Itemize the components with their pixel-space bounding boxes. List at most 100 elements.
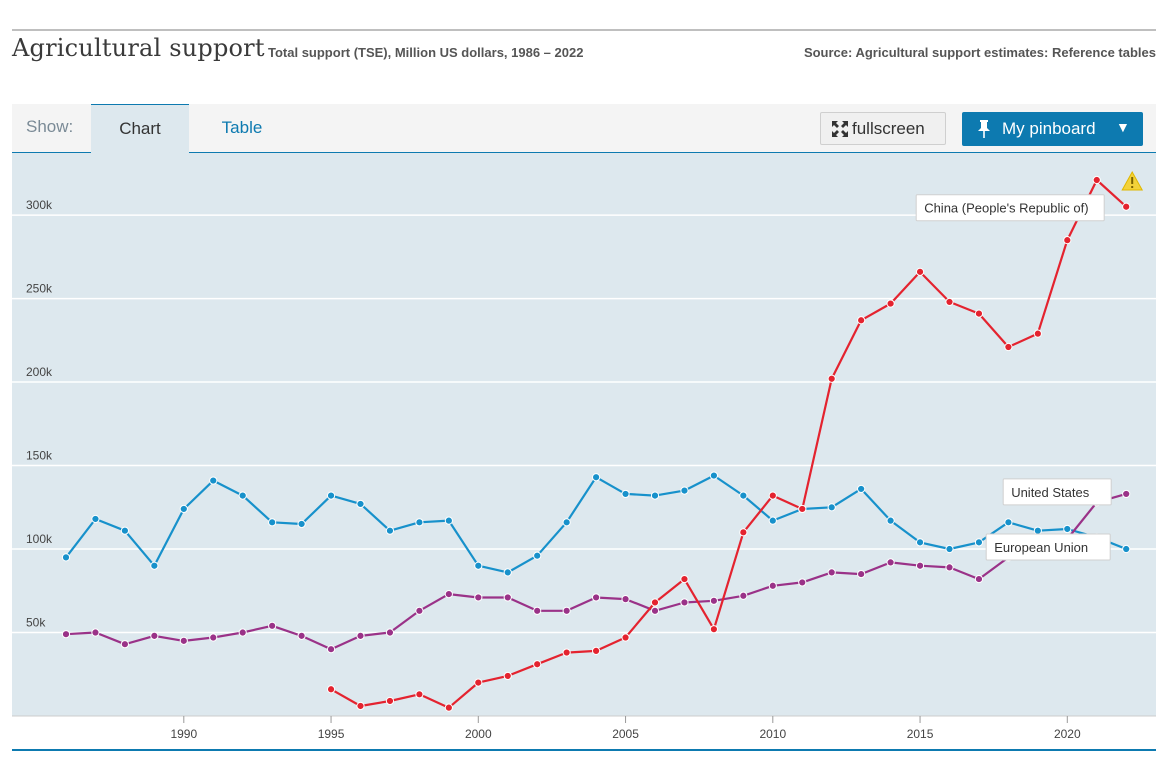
data-point[interactable] — [1063, 236, 1072, 245]
data-point[interactable] — [179, 504, 188, 514]
data-point[interactable] — [974, 574, 984, 584]
data-point[interactable] — [680, 486, 689, 495]
data-point[interactable] — [326, 491, 336, 500]
data-point[interactable] — [474, 678, 483, 687]
data-point[interactable] — [592, 473, 601, 482]
data-point[interactable] — [503, 671, 512, 681]
data-point[interactable] — [91, 514, 100, 524]
data-point[interactable] — [444, 516, 453, 525]
data-point[interactable] — [1004, 342, 1013, 352]
data-point[interactable] — [886, 516, 895, 525]
data-point[interactable] — [768, 516, 777, 525]
tab-chart[interactable]: Chart — [91, 104, 189, 153]
fullscreen-button[interactable]: fullscreen — [820, 112, 946, 145]
data-point[interactable] — [915, 267, 925, 276]
data-point[interactable] — [533, 606, 542, 615]
data-point[interactable] — [61, 553, 71, 562]
data-point[interactable] — [444, 703, 453, 712]
data-point[interactable] — [385, 628, 395, 637]
data-point[interactable] — [120, 526, 130, 535]
data-point[interactable] — [915, 538, 925, 547]
data-point[interactable] — [798, 504, 807, 514]
data-point[interactable] — [444, 590, 453, 599]
data-point[interactable] — [768, 581, 777, 590]
data-point[interactable] — [1092, 175, 1101, 185]
data-point[interactable] — [650, 606, 660, 615]
data-point[interactable] — [739, 491, 748, 500]
data-point[interactable] — [326, 685, 336, 694]
data-point[interactable] — [474, 593, 483, 602]
data-point[interactable] — [1122, 544, 1131, 554]
data-point[interactable] — [680, 598, 689, 607]
data-point[interactable] — [356, 499, 365, 509]
data-point[interactable] — [562, 518, 571, 527]
data-point[interactable] — [945, 563, 954, 572]
data-point[interactable] — [356, 631, 365, 640]
data-point[interactable] — [61, 630, 71, 639]
data-point[interactable] — [150, 631, 159, 640]
data-point[interactable] — [297, 519, 306, 529]
data-point[interactable] — [798, 578, 807, 587]
data-point[interactable] — [562, 648, 571, 657]
data-point[interactable] — [709, 471, 719, 480]
tab-table[interactable]: Table — [221, 118, 263, 137]
data-point[interactable] — [709, 625, 719, 634]
data-point[interactable] — [621, 489, 630, 499]
data-point[interactable] — [1122, 202, 1131, 211]
data-point[interactable] — [945, 544, 954, 554]
data-point[interactable] — [827, 568, 836, 577]
data-point[interactable] — [827, 503, 836, 512]
data-point[interactable] — [474, 561, 483, 570]
data-point[interactable] — [326, 645, 336, 654]
pinboard-button[interactable]: My pinboard ▼ — [962, 112, 1143, 146]
data-point[interactable] — [120, 640, 130, 649]
data-point[interactable] — [150, 561, 159, 570]
data-point[interactable] — [268, 518, 277, 527]
data-point[interactable] — [945, 297, 954, 307]
source-note[interactable]: Source: Agricultural support estimates: … — [803, 45, 1156, 60]
data-point[interactable] — [385, 526, 395, 535]
data-point[interactable] — [974, 538, 984, 547]
data-point[interactable] — [650, 491, 660, 500]
data-point[interactable] — [415, 606, 424, 615]
data-point[interactable] — [1122, 489, 1131, 499]
data-point[interactable] — [503, 568, 512, 577]
data-point[interactable] — [209, 633, 218, 642]
data-point[interactable] — [238, 628, 247, 637]
data-point[interactable] — [915, 561, 925, 570]
data-point[interactable] — [650, 598, 660, 607]
data-point[interactable] — [857, 484, 866, 494]
data-point[interactable] — [1033, 329, 1042, 338]
data-point[interactable] — [268, 621, 277, 630]
data-point[interactable] — [680, 574, 689, 584]
data-point[interactable] — [503, 593, 512, 602]
data-point[interactable] — [827, 374, 836, 383]
data-point[interactable] — [621, 595, 630, 604]
data-point[interactable] — [768, 491, 777, 500]
data-point[interactable] — [709, 596, 719, 605]
data-point[interactable] — [297, 631, 306, 640]
data-point[interactable] — [356, 701, 365, 711]
data-point[interactable] — [533, 551, 542, 560]
data-point[interactable] — [179, 636, 188, 645]
data-point[interactable] — [562, 606, 571, 615]
data-point[interactable] — [1033, 526, 1042, 535]
data-point[interactable] — [739, 528, 748, 537]
data-point[interactable] — [974, 309, 984, 318]
data-point[interactable] — [91, 628, 100, 637]
data-point[interactable] — [209, 476, 218, 485]
data-point[interactable] — [592, 593, 601, 602]
data-point[interactable] — [592, 646, 601, 655]
data-point[interactable] — [385, 696, 395, 706]
data-point[interactable] — [238, 491, 247, 500]
data-point[interactable] — [621, 633, 630, 642]
data-point[interactable] — [857, 569, 866, 579]
data-point[interactable] — [1063, 524, 1072, 534]
data-point[interactable] — [739, 591, 748, 600]
data-point[interactable] — [1004, 518, 1013, 527]
data-point[interactable] — [886, 299, 895, 308]
data-point[interactable] — [415, 690, 424, 699]
data-point[interactable] — [886, 558, 895, 567]
data-point[interactable] — [533, 660, 542, 669]
data-point[interactable] — [415, 518, 424, 527]
